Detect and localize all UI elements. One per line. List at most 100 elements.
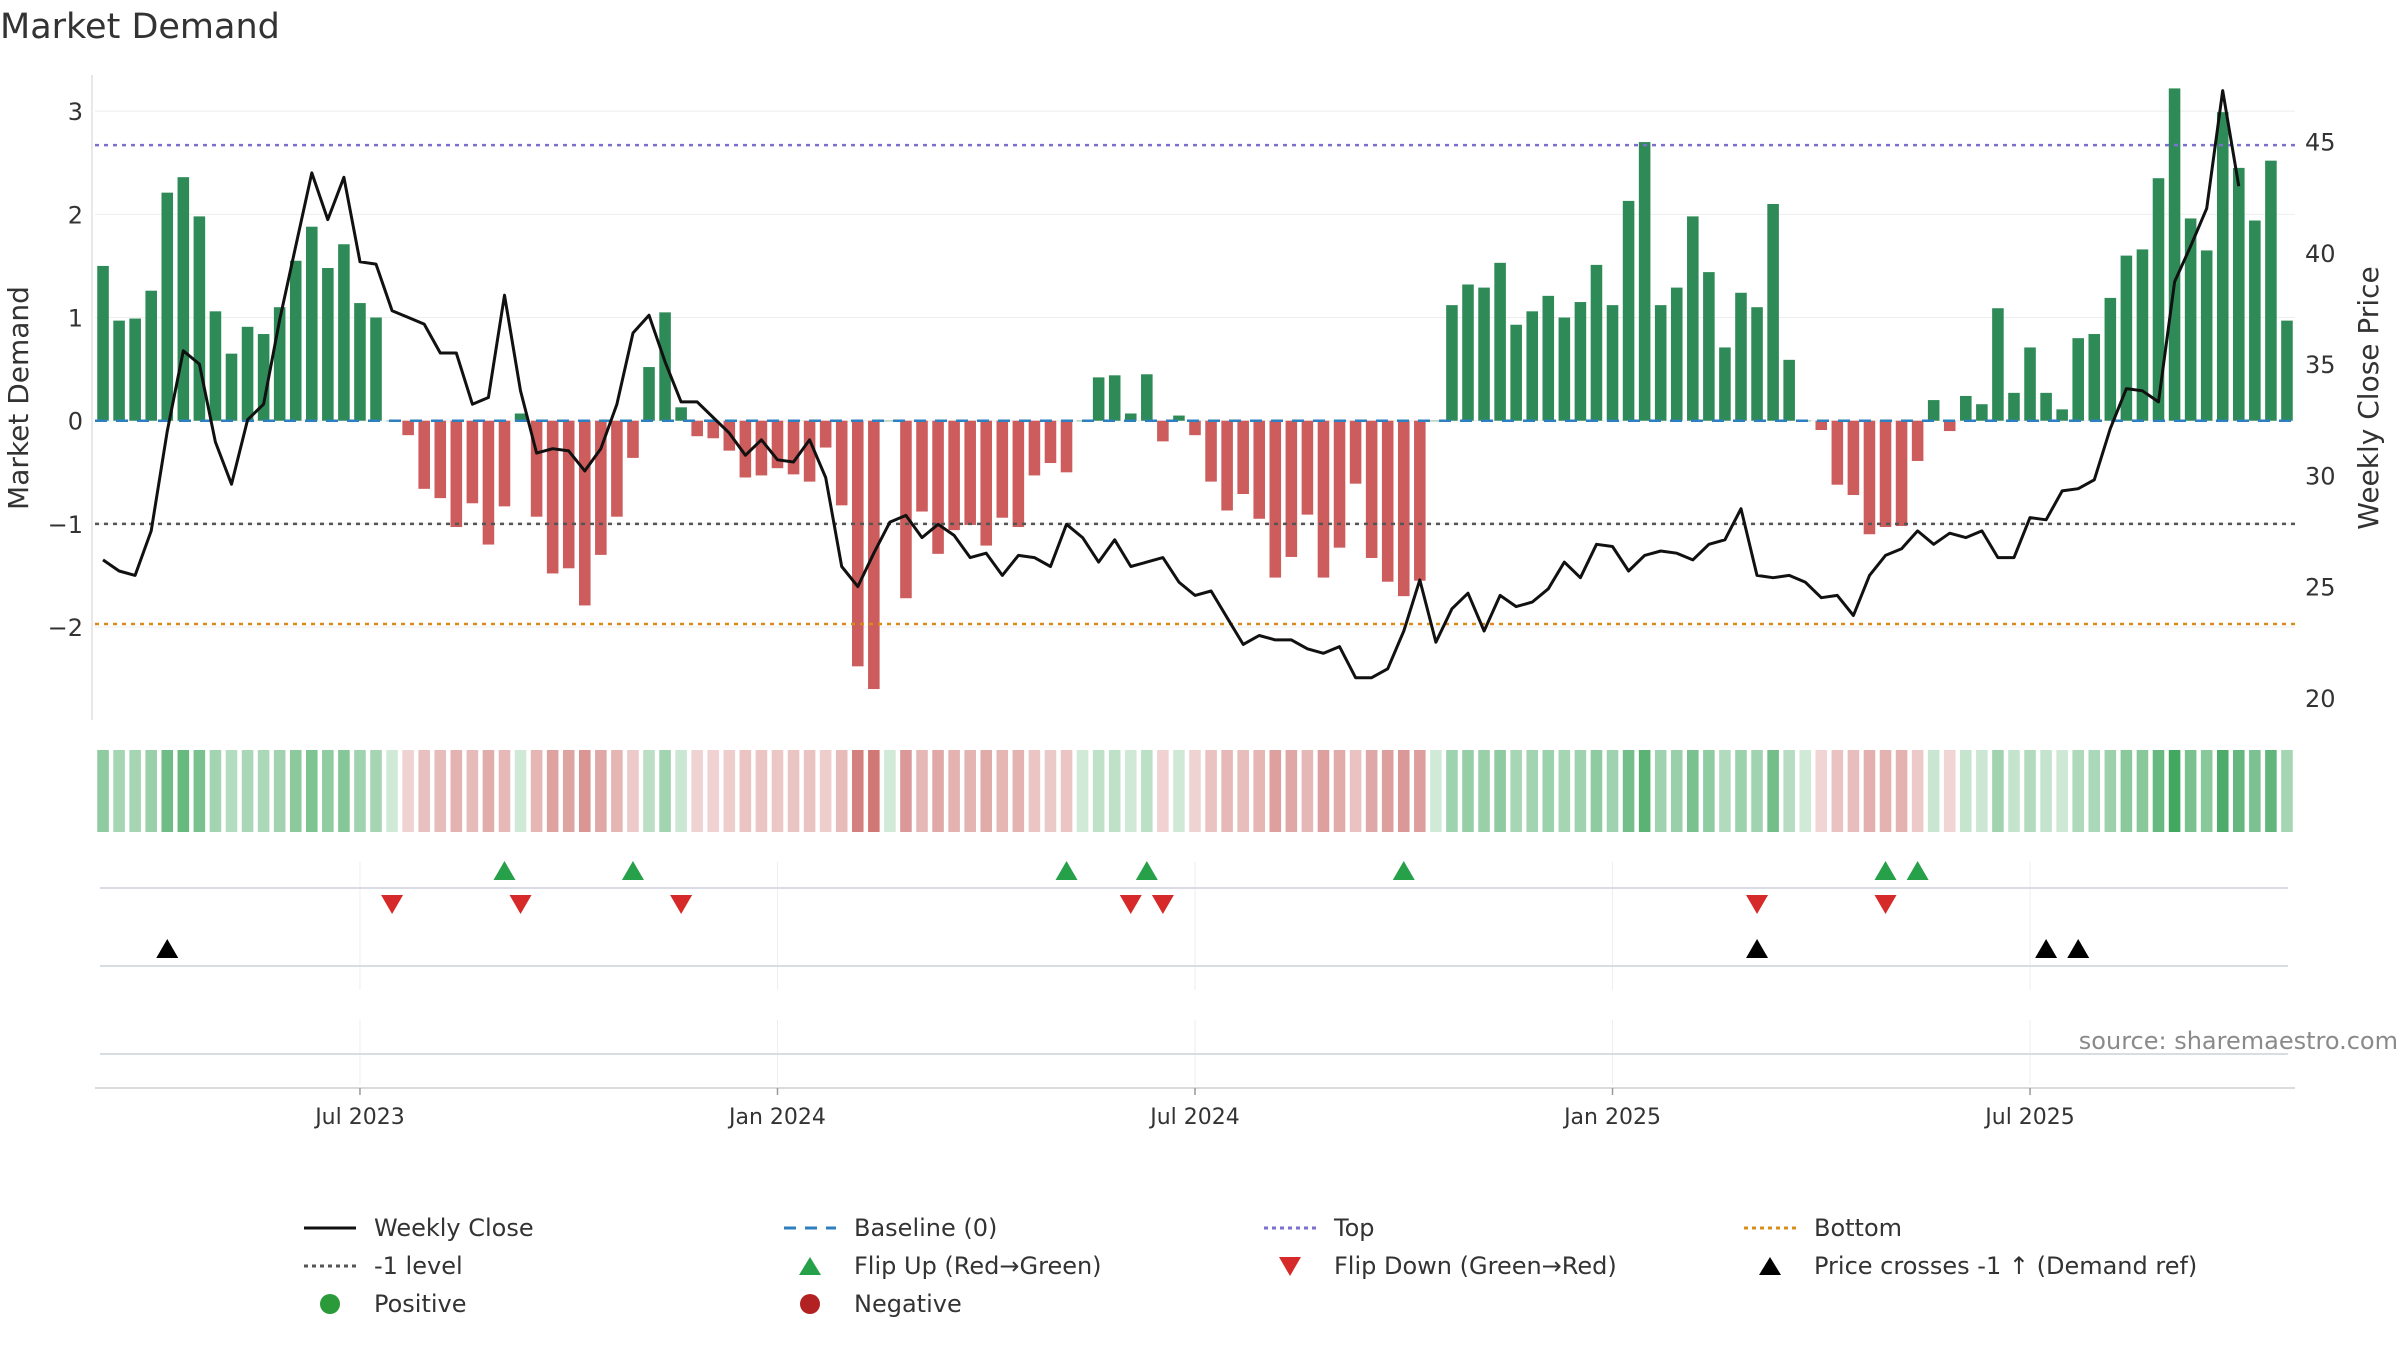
demand-bar	[1927, 400, 1940, 421]
demand-bar	[1478, 287, 1490, 421]
strip-cell	[434, 750, 447, 832]
strip-cell	[1751, 750, 1763, 832]
demand-bar	[498, 420, 511, 507]
strip-cell	[1108, 750, 1121, 832]
x-tick-label: Jan 2025	[1562, 1105, 1661, 1130]
legend-item: Top	[1260, 1210, 1375, 1246]
demand-bar	[1510, 324, 1522, 421]
legend-symbol	[304, 1226, 356, 1230]
strip-cell	[257, 750, 270, 832]
demand-bar	[1205, 420, 1217, 482]
demand-bar	[948, 420, 960, 531]
demand-bar	[1526, 311, 1539, 421]
strip-cell	[996, 750, 1009, 832]
legend-circle	[800, 1294, 820, 1314]
strip-cell	[1141, 750, 1153, 832]
legend-symbol	[320, 1294, 340, 1314]
y-tick-label: 3	[68, 98, 83, 126]
demand-bar	[161, 192, 174, 421]
strip-cell	[2168, 750, 2181, 832]
strip-cell	[2104, 750, 2117, 832]
y-tick-label: 1	[68, 305, 83, 333]
demand-bar	[434, 420, 447, 499]
demand-bar	[1960, 395, 1972, 421]
strip-cell	[691, 750, 703, 832]
demand-bar	[370, 317, 382, 421]
strip-cell	[1831, 750, 1844, 832]
demand-bar	[1141, 374, 1153, 421]
strip-cell	[1365, 750, 1378, 832]
legend-triangle-down	[1279, 1257, 1301, 1276]
strip-cell	[1124, 750, 1137, 832]
demand-bar	[418, 420, 430, 489]
demand-bar	[1446, 305, 1458, 421]
strip-cell	[787, 750, 800, 832]
demand-bar	[145, 290, 157, 421]
strip-cell	[2184, 750, 2197, 832]
demand-bar	[803, 420, 816, 482]
demand-bar	[1815, 420, 1828, 431]
strip-cell	[322, 750, 334, 832]
demand-bar	[1590, 264, 1603, 421]
strip-cell	[1237, 750, 1249, 832]
strip-cell	[402, 750, 414, 832]
y-axis-label: Market Demand	[2, 286, 35, 510]
price-cross-marker	[2067, 939, 2090, 958]
demand-bar	[177, 177, 190, 421]
legend-item: Price crosses -1 ↑ (Demand ref)	[1740, 1248, 2197, 1284]
demand-bar	[1012, 420, 1025, 528]
legend-label: Baseline (0)	[854, 1214, 998, 1242]
demand-bar	[627, 420, 639, 458]
demand-bar	[338, 244, 350, 421]
y-tick-label: 2	[68, 201, 83, 229]
demand-bar	[2136, 249, 2149, 421]
demand-bar	[2152, 178, 2165, 421]
strip-cell	[1703, 750, 1715, 832]
demand-bar	[1301, 420, 1314, 515]
demand-bar	[354, 303, 366, 421]
demand-bar	[241, 326, 254, 421]
strip-cell	[2281, 750, 2293, 832]
legend-label: Flip Up (Red→Green)	[854, 1252, 1102, 1280]
demand-bar	[787, 420, 800, 475]
signals-panel	[100, 861, 2288, 1085]
demand-bar	[2024, 347, 2036, 421]
demand-bar	[289, 260, 302, 421]
demand-bar	[322, 267, 334, 421]
strip-cell	[354, 750, 366, 832]
demand-bar	[819, 420, 832, 448]
demand-bar	[932, 420, 944, 554]
demand-bar	[1783, 359, 1795, 421]
demand-bar	[1060, 420, 1073, 473]
strip-cell	[1638, 750, 1651, 832]
demand-bar	[530, 420, 543, 517]
strip-cell	[675, 750, 687, 832]
strip-cell	[755, 750, 768, 832]
legend-item: Flip Up (Red→Green)	[780, 1248, 1102, 1284]
legend-label: Flip Down (Green→Red)	[1334, 1252, 1617, 1280]
demand-bar	[1237, 420, 1249, 494]
demand-bar	[1911, 420, 1924, 461]
strip-cell	[2040, 750, 2052, 832]
strip-cell	[1060, 750, 1073, 832]
demand-bar	[1349, 420, 1362, 484]
demand-bar	[980, 420, 993, 546]
strip-cell	[932, 750, 944, 832]
demand-bar	[1365, 420, 1378, 558]
strip-cell	[1446, 750, 1458, 832]
legend-item: Bottom	[1740, 1210, 1902, 1246]
price-cross-marker	[156, 939, 179, 958]
strip-cell	[579, 750, 591, 832]
strip-cell	[1735, 750, 1747, 832]
strip-cell	[1478, 750, 1490, 832]
strip-cell	[306, 750, 318, 832]
flip-down-marker	[1151, 895, 1174, 914]
strip-cell	[1510, 750, 1522, 832]
demand-bar	[129, 318, 141, 421]
legend-item: Positive	[300, 1286, 467, 1322]
demand-bar	[1044, 420, 1057, 464]
strip-cell	[1767, 750, 1779, 832]
strip-cell	[209, 750, 222, 832]
strip-cell	[1221, 750, 1233, 832]
